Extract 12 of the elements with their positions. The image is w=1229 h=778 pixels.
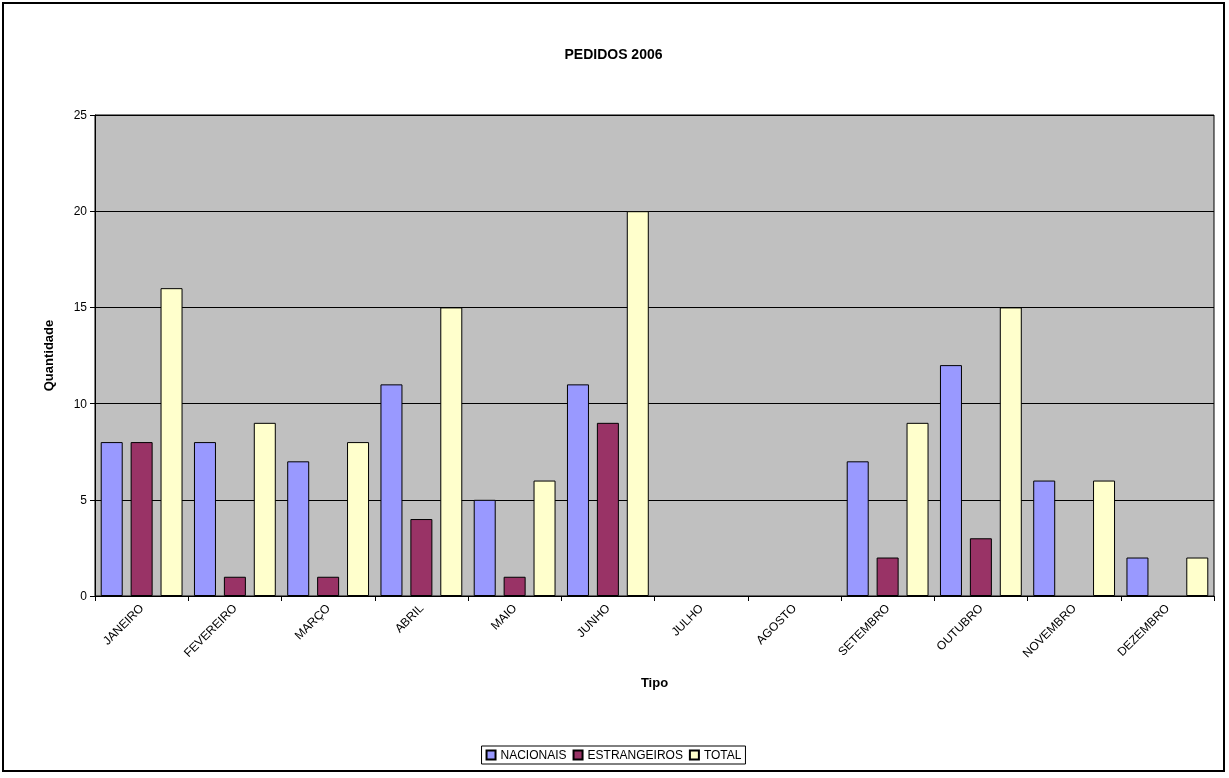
chart-title: PEDIDOS 2006: [564, 46, 663, 62]
y-tick-label: 25: [73, 108, 88, 122]
legend-label: ESTRANGEIROS: [587, 748, 683, 762]
x-axis-title: Tipo: [640, 675, 669, 690]
y-tick-label: 15: [73, 300, 88, 315]
y-axis-title: Quantidade: [41, 319, 56, 392]
y-tick-label: 10: [73, 396, 88, 411]
y-tick-label: 20: [73, 204, 88, 219]
legend-label: TOTAL: [703, 748, 742, 762]
y-tick-label: 0: [80, 589, 88, 603]
legend-label: NACIONAIS: [500, 748, 567, 762]
y-tick-label: 5: [80, 492, 88, 507]
